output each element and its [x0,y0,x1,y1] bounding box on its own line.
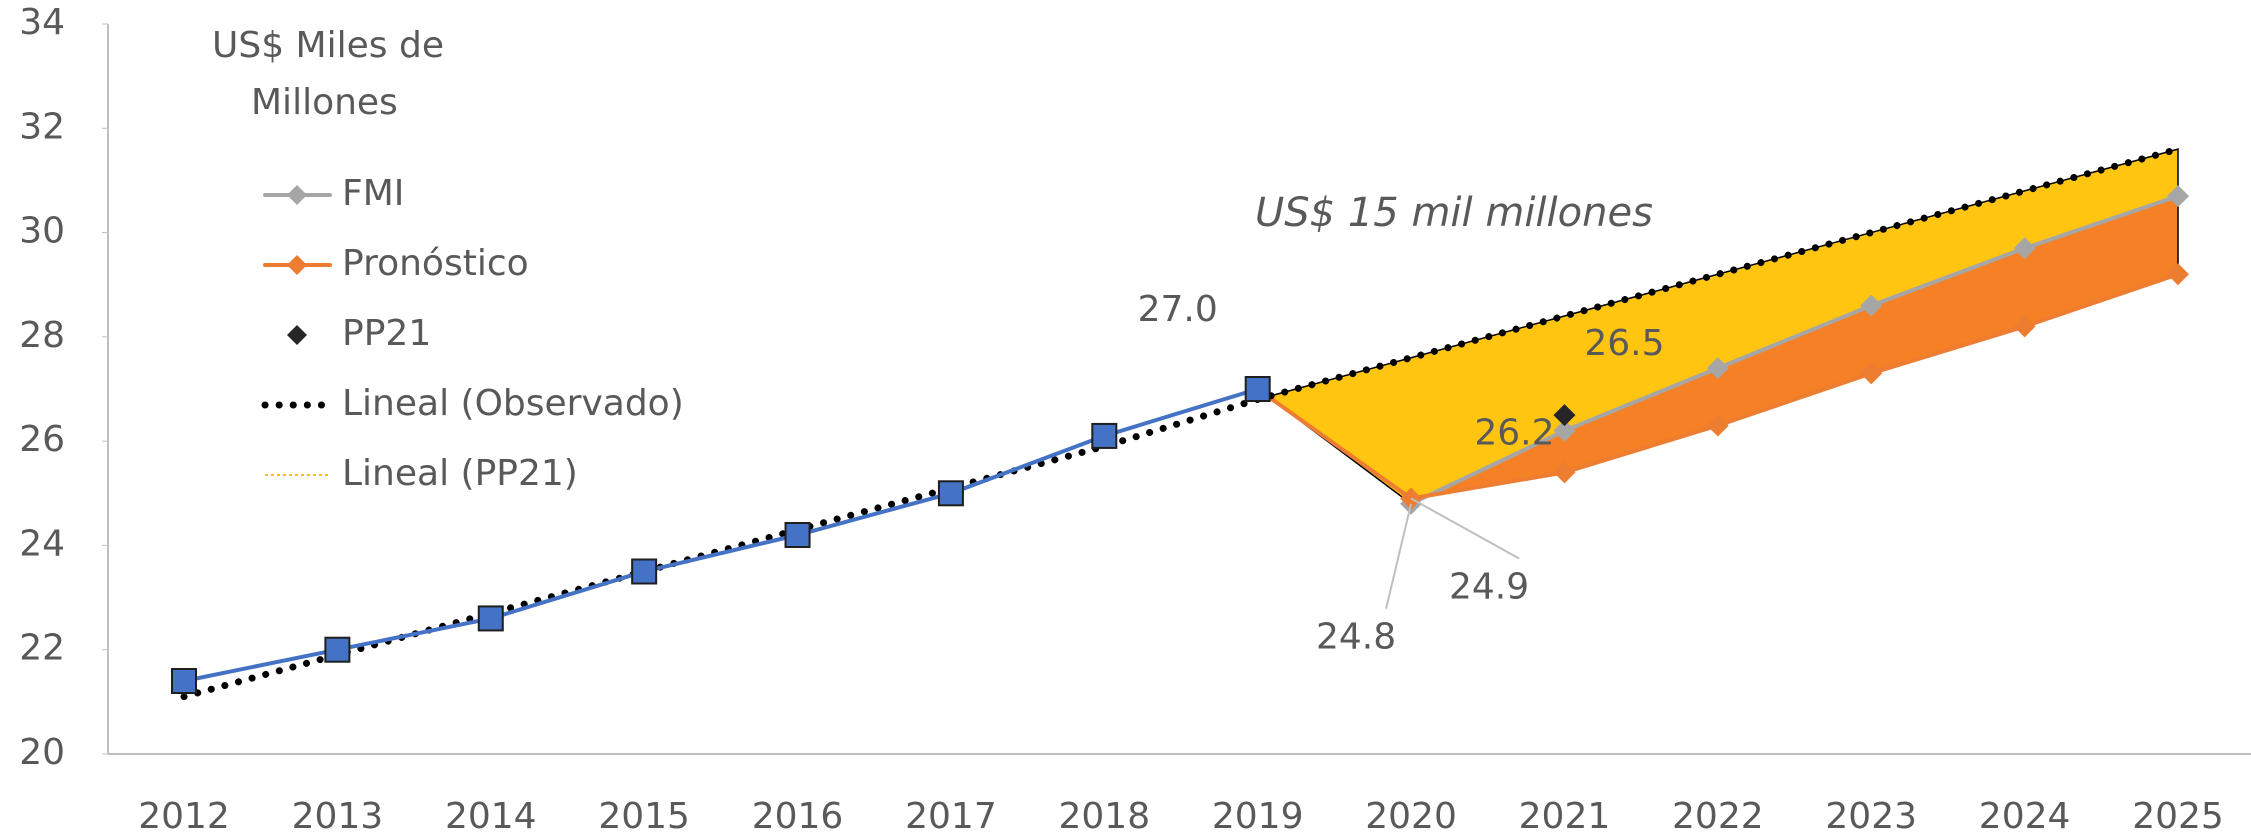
marker [1860,362,1883,385]
x-tick-label: 2012 [138,796,230,837]
y-tick-label: 24 [19,523,65,564]
x-tick-label: 2022 [1672,796,1764,837]
x-tick-label: 2024 [1979,796,2071,837]
marker [937,480,964,507]
marker [171,668,197,694]
y-tick-label: 28 [19,315,65,356]
data-label: 26.5 [1584,323,1664,364]
data-label: 24.9 [1449,567,1529,608]
marker [2013,315,2036,338]
marker [1091,422,1118,449]
legend-marker [287,325,307,345]
y-tick-label: 22 [19,628,65,669]
leader [1385,503,1413,609]
y-tick-label: 26 [19,419,65,460]
x-tick-label: 2023 [1825,796,1917,837]
marker [1553,419,1576,442]
x-tick-label: 2020 [1365,796,1457,837]
marker [631,558,658,585]
x-tick-label: 2025 [2132,796,2224,837]
series-line [182,387,1260,683]
marker [1553,461,1576,484]
marker [2013,237,2036,260]
x-tick-label: 2017 [905,796,997,837]
y-tick-label: 20 [19,732,65,773]
legend-label: PP21 [342,313,431,354]
y-tick-label: 30 [19,211,65,252]
x-tick-label: 2016 [752,796,844,837]
marker [1553,404,1576,427]
data-label: 27.0 [1138,289,1218,330]
data-label: 24.8 [1316,617,1396,658]
x-tick-label: 2015 [598,796,690,837]
x-tick-label: 2014 [445,796,537,837]
legend-label: Pronóstico [342,243,529,284]
series-line [1409,194,2180,506]
legend-label: Lineal (Observado) [342,383,684,424]
x-tick-label: 2021 [1519,796,1611,837]
marker [477,605,504,632]
legend-marker [287,255,307,275]
y-axis-label: Millones [251,82,398,123]
legend-marker [287,185,307,205]
x-tick-label: 2018 [1058,796,1150,837]
marker [1860,294,1883,317]
marker [1244,376,1271,402]
series-line [180,145,2182,701]
marker [784,522,811,548]
y-axis-label: US$ Miles de [212,25,444,66]
y-tick-label: 34 [19,2,65,43]
marker [2167,185,2189,208]
legend-label: FMI [342,173,404,214]
legend-label: Lineal (PP21) [342,453,578,494]
marker [2167,263,2189,286]
x-tick-label: 2013 [292,796,384,837]
leader [1410,497,1520,560]
annotation: US$ 15 mil millones [1255,190,1653,236]
marker [1706,357,1729,380]
marker [1706,414,1729,437]
marker [324,636,351,663]
y-tick-label: 32 [19,106,65,147]
data-label: 26.2 [1474,413,1554,454]
x-tick-label: 2019 [1212,796,1304,837]
